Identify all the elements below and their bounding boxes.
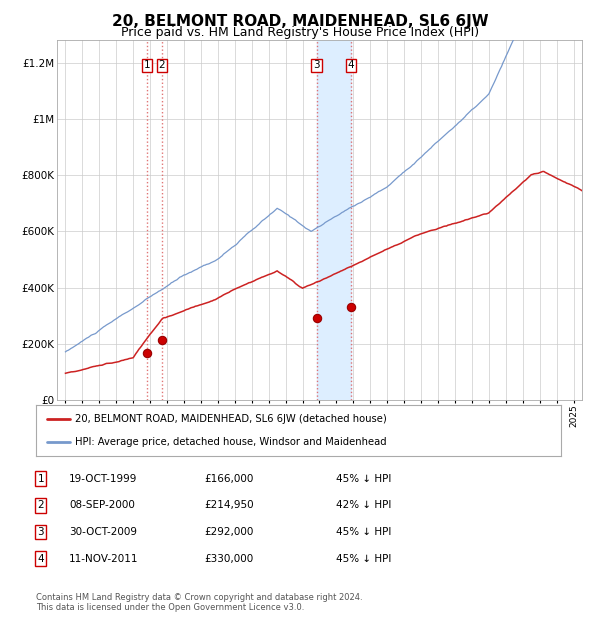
- Text: £166,000: £166,000: [204, 474, 253, 484]
- Text: 1: 1: [37, 474, 44, 484]
- Text: 11-NOV-2011: 11-NOV-2011: [69, 554, 139, 564]
- Text: 45% ↓ HPI: 45% ↓ HPI: [336, 527, 391, 537]
- Text: 3: 3: [313, 61, 320, 71]
- Text: 30-OCT-2009: 30-OCT-2009: [69, 527, 137, 537]
- Text: Contains HM Land Registry data © Crown copyright and database right 2024.
This d: Contains HM Land Registry data © Crown c…: [36, 593, 362, 612]
- Text: £330,000: £330,000: [204, 554, 253, 564]
- Text: 42% ↓ HPI: 42% ↓ HPI: [336, 500, 391, 510]
- Text: £214,950: £214,950: [204, 500, 254, 510]
- Text: Price paid vs. HM Land Registry's House Price Index (HPI): Price paid vs. HM Land Registry's House …: [121, 26, 479, 39]
- Text: 45% ↓ HPI: 45% ↓ HPI: [336, 554, 391, 564]
- Text: 1: 1: [143, 61, 150, 71]
- Text: 45% ↓ HPI: 45% ↓ HPI: [336, 474, 391, 484]
- Text: 4: 4: [348, 61, 355, 71]
- Text: 20, BELMONT ROAD, MAIDENHEAD, SL6 6JW (detached house): 20, BELMONT ROAD, MAIDENHEAD, SL6 6JW (d…: [76, 414, 387, 423]
- Text: 20, BELMONT ROAD, MAIDENHEAD, SL6 6JW: 20, BELMONT ROAD, MAIDENHEAD, SL6 6JW: [112, 14, 488, 29]
- Text: 19-OCT-1999: 19-OCT-1999: [69, 474, 137, 484]
- Text: 4: 4: [37, 554, 44, 564]
- Text: 2: 2: [37, 500, 44, 510]
- Text: 08-SEP-2000: 08-SEP-2000: [69, 500, 135, 510]
- Text: 3: 3: [37, 527, 44, 537]
- Text: £292,000: £292,000: [204, 527, 253, 537]
- Text: 2: 2: [158, 61, 165, 71]
- Bar: [317, 40, 351, 400]
- Text: HPI: Average price, detached house, Windsor and Maidenhead: HPI: Average price, detached house, Wind…: [76, 437, 387, 447]
